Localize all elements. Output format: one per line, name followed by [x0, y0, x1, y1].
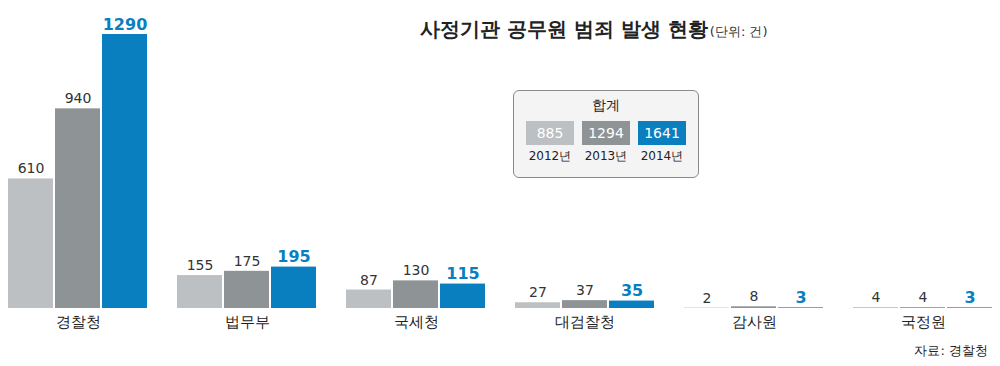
- svg-text:4: 4: [872, 289, 881, 305]
- html-text:사정기관 공무원 범죄 발생 현황(단위: 건): 사정기관 공무원 범죄 발생 현황(단위: 건): [420, 17, 768, 41]
- svg-text:175: 175: [234, 253, 261, 269]
- html-text:자료: 경찰청: 자료: 경찰청: [914, 343, 988, 358]
- html-text:885: 885: [536, 125, 564, 141]
- svg-text:국정원: 국정원: [901, 313, 946, 331]
- svg-text:155: 155: [187, 257, 214, 273]
- svg-text:940: 940: [65, 90, 92, 106]
- svg-text:195: 195: [277, 247, 310, 266]
- svg-text:법무부: 법무부: [225, 313, 270, 331]
- svg-text:경찰청: 경찰청: [56, 313, 101, 331]
- html-text:2014년: 2014년: [640, 149, 684, 163]
- html-text:2013년: 2013년: [584, 149, 628, 163]
- html-text:합계: 합계: [592, 97, 620, 113]
- svg-text:8: 8: [750, 288, 759, 304]
- svg-text:국세청: 국세청: [394, 313, 439, 331]
- svg-text:2: 2: [703, 290, 712, 306]
- svg-text:4: 4: [919, 289, 928, 305]
- svg-text:1290: 1290: [103, 15, 148, 34]
- svg-text:감사원: 감사원: [732, 313, 777, 331]
- html-text:1294: 1294: [588, 125, 624, 141]
- html-text:1641: 1641: [644, 125, 680, 141]
- svg-text:130: 130: [403, 262, 430, 278]
- svg-text:87: 87: [360, 272, 378, 288]
- svg-text:610: 610: [18, 160, 45, 176]
- svg-text:3: 3: [795, 288, 806, 307]
- svg-text:대검찰청: 대검찰청: [555, 313, 615, 331]
- svg-text:3: 3: [964, 288, 975, 307]
- svg-text:115: 115: [446, 264, 479, 283]
- svg-text:27: 27: [529, 284, 547, 300]
- html-text:2012년: 2012년: [528, 149, 572, 163]
- svg-text:37: 37: [576, 282, 594, 298]
- svg-text:35: 35: [621, 281, 643, 300]
